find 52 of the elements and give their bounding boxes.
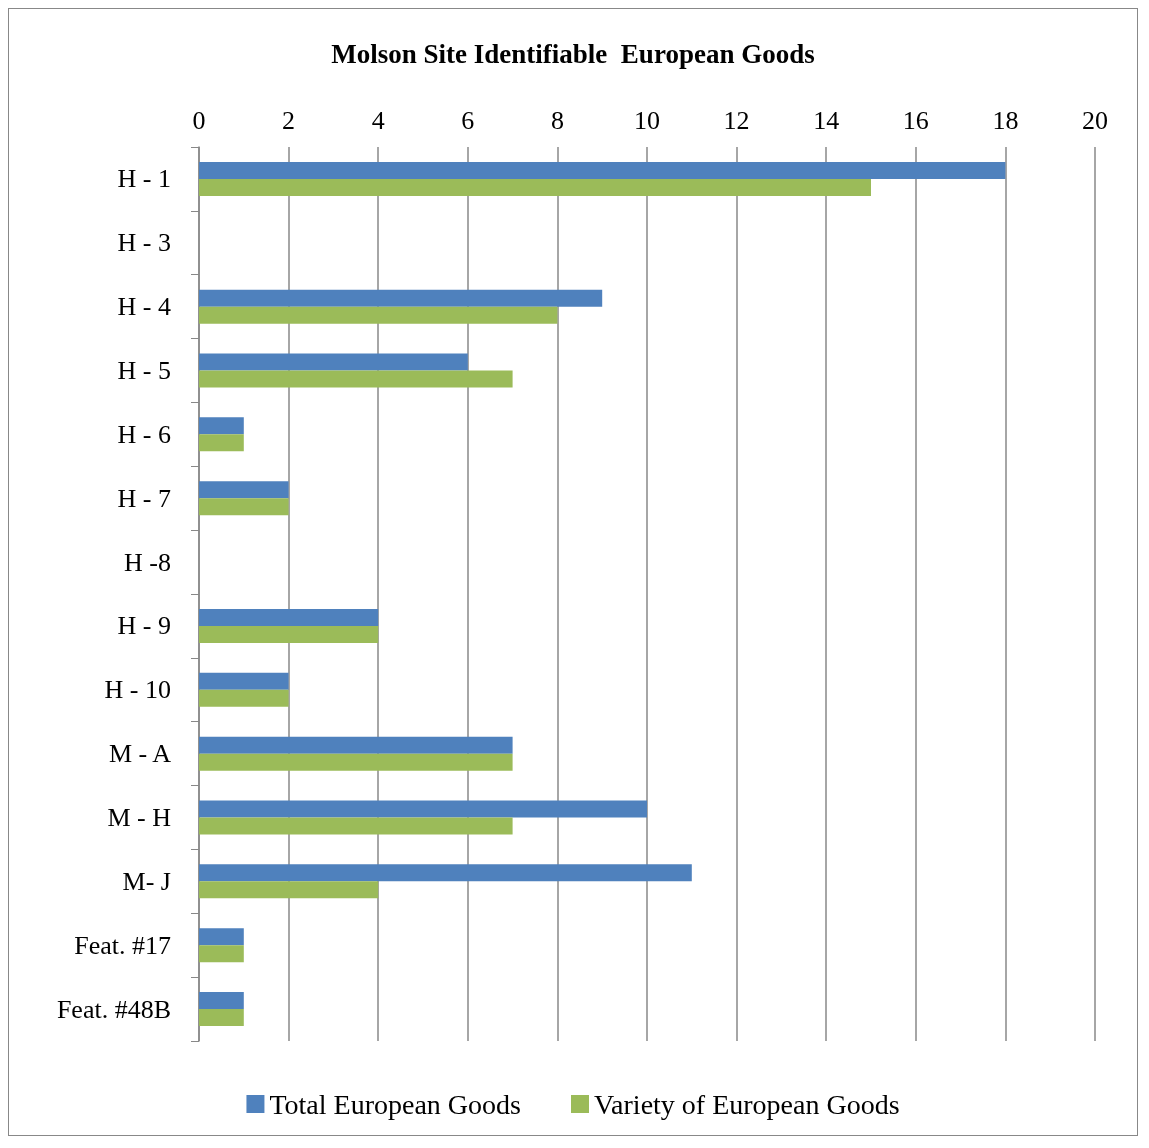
- y-tick-label: H - 1: [117, 164, 171, 194]
- y-tick-label: M - A: [108, 739, 172, 769]
- bar: [199, 736, 513, 754]
- bar: [199, 289, 603, 307]
- x-tick-label: 4: [371, 105, 385, 135]
- y-tick-label: Feat. #48B: [56, 994, 171, 1024]
- x-tick-label: 20: [1082, 105, 1108, 135]
- y-tick-label: H - 6: [117, 419, 171, 449]
- y-tick-label: M- J: [122, 866, 171, 896]
- bar: [199, 306, 558, 324]
- y-tick-label: H - 4: [117, 292, 171, 322]
- y-tick-label: H - 9: [117, 611, 171, 641]
- bar: [199, 370, 513, 388]
- y-tick-label: M - H: [107, 803, 172, 832]
- bar: [199, 753, 513, 771]
- y-tick-label: H - 10: [104, 675, 171, 705]
- x-tick-label: 0: [192, 105, 206, 135]
- bar: [199, 800, 647, 818]
- y-tick-label: H - 5: [117, 356, 171, 385]
- bar: [199, 178, 871, 196]
- bar: [199, 928, 244, 946]
- x-tick-label: 8: [550, 105, 564, 135]
- x-tick-label: 12: [723, 105, 750, 135]
- y-tick-label: H - 7: [117, 483, 171, 513]
- bar: [199, 498, 289, 516]
- x-tick-label: 6: [461, 105, 475, 135]
- bar: [199, 881, 379, 899]
- bar: [199, 945, 244, 963]
- y-tick-label: H -8: [124, 547, 171, 577]
- y-tick-label: H - 3: [117, 228, 171, 258]
- bar: [199, 672, 289, 690]
- chart-title: Molson Site Identifiable European Goods: [331, 38, 815, 69]
- x-tick-label: 2: [282, 105, 296, 135]
- bar: [199, 817, 513, 835]
- bar: [199, 417, 244, 435]
- x-tick-label: 10: [634, 105, 660, 135]
- bar: [199, 481, 289, 499]
- legend-label: Total European Goods: [269, 1088, 521, 1120]
- bar: [199, 625, 379, 643]
- bar: [199, 1009, 244, 1027]
- bar: [199, 161, 1006, 179]
- bar: [199, 689, 289, 707]
- legend-label: Variety of European Goods: [593, 1088, 900, 1120]
- bar: [199, 434, 244, 452]
- bar: [199, 992, 244, 1010]
- x-tick-label: 16: [902, 105, 929, 135]
- x-tick-label: 18: [992, 105, 1019, 135]
- bar: [199, 864, 692, 882]
- x-tick-label: 14: [813, 105, 840, 135]
- y-tick-label: Feat. #17: [74, 930, 171, 960]
- bar: [199, 353, 468, 371]
- bar: [199, 608, 379, 626]
